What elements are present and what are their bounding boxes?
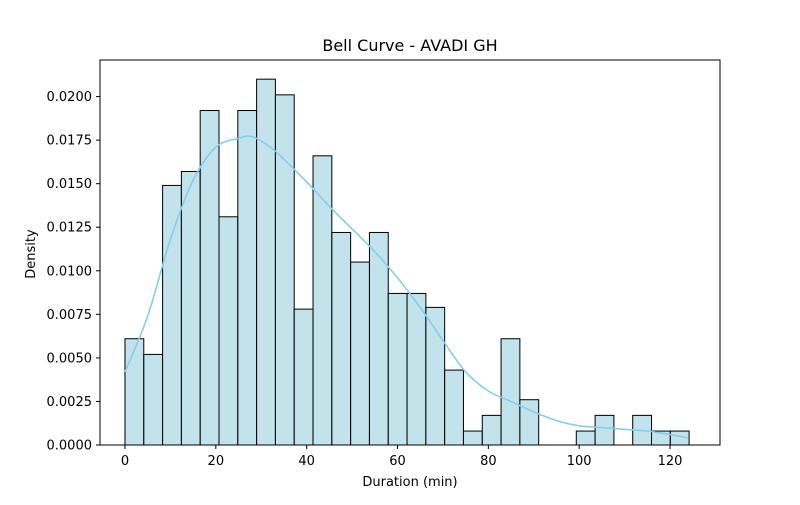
histogram-bar bbox=[274, 94, 295, 446]
x-tick-label: 40 bbox=[298, 454, 315, 469]
x-axis-label: Duration (min) bbox=[362, 475, 457, 490]
x-tick-label: 60 bbox=[389, 454, 406, 469]
bars-layer bbox=[124, 78, 690, 446]
y-tick-label: 0.0125 bbox=[47, 221, 93, 236]
x-tick-label: 80 bbox=[480, 454, 497, 469]
histogram-bar bbox=[406, 292, 427, 446]
histogram-bar bbox=[575, 430, 596, 446]
y-axis-label: Density bbox=[24, 229, 39, 279]
kde-curve bbox=[124, 135, 689, 439]
histogram-bar bbox=[256, 78, 276, 446]
ticks-layer: 0 20 40 60 80 100 120 0.0000 0.0025 0.0050 0.0075 0… bbox=[47, 90, 683, 469]
y-tick-label: 0.0200 bbox=[47, 90, 93, 105]
chart-title: Bell Curve - AVADI GH bbox=[322, 36, 497, 55]
x-tick-label: 120 bbox=[658, 454, 683, 469]
histogram-bar bbox=[594, 414, 615, 446]
y-tick-label: 0.0100 bbox=[47, 264, 93, 279]
y-tick-label: 0.0000 bbox=[47, 439, 93, 454]
histogram-bar bbox=[444, 369, 464, 446]
histogram-bar bbox=[162, 184, 182, 446]
histogram-bar bbox=[199, 110, 220, 446]
x-tick-label: 0 bbox=[121, 454, 129, 469]
histogram-bar bbox=[143, 353, 164, 446]
y-tick-label: 0.0150 bbox=[47, 177, 93, 192]
histogram-bar bbox=[387, 292, 408, 446]
histogram-bar bbox=[218, 216, 239, 446]
histogram-bar bbox=[500, 338, 521, 446]
y-tick-label: 0.0025 bbox=[47, 395, 93, 410]
histogram-bar bbox=[350, 261, 370, 446]
histogram-bar bbox=[237, 110, 258, 446]
histogram-bar bbox=[481, 414, 502, 446]
plot-frame bbox=[99, 59, 721, 446]
y-tick-label: 0.0050 bbox=[47, 351, 93, 366]
histogram-bar bbox=[124, 338, 145, 446]
histogram-bar bbox=[293, 308, 314, 446]
y-tick-label: 0.0175 bbox=[47, 134, 93, 149]
y-tick-label: 0.0075 bbox=[47, 308, 93, 323]
x-tick-label: 20 bbox=[208, 454, 225, 469]
histogram-bar bbox=[331, 231, 352, 446]
histogram-bar bbox=[462, 430, 483, 446]
axes-layer bbox=[99, 59, 721, 446]
x-tick-label: 100 bbox=[567, 454, 592, 469]
histogram-bar bbox=[180, 170, 201, 446]
kde-layer bbox=[124, 135, 689, 439]
